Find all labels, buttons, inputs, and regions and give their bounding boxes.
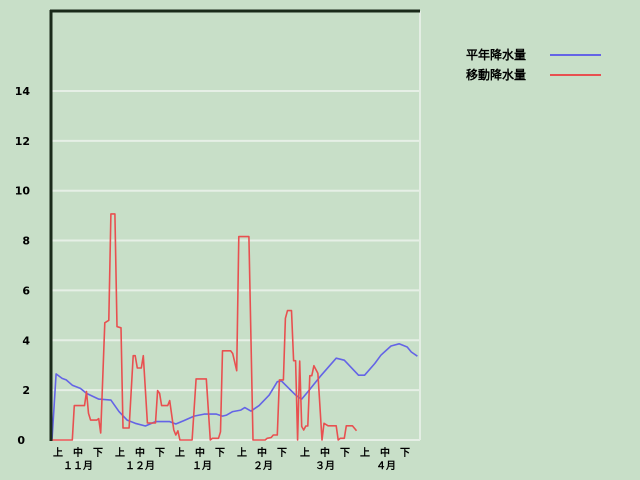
legend-label-normal: 平年降水量 (466, 47, 526, 62)
x-dekad-label: 下 (277, 447, 287, 459)
y-tick-label: 0 (17, 434, 25, 447)
x-dekad-label: 下 (340, 447, 350, 459)
legend-label-moving: 移動降水量 (466, 67, 526, 82)
x-month-label: ２月 (253, 460, 273, 472)
x-dekad-label: 上 (53, 446, 63, 459)
x-dekad-label: 上 (175, 446, 185, 459)
x-dekad-label: 中 (320, 446, 330, 459)
series-line-normal (51, 342, 418, 441)
x-dekad-label: 中 (135, 446, 145, 459)
x-dekad-label: 中 (380, 446, 390, 459)
x-dekad-label: 下 (155, 447, 165, 459)
x-dekad-label: 中 (195, 446, 205, 459)
x-month-label: １２月 (125, 460, 155, 472)
x-axis-ticks: 上中下上中下上中下上中下上中下上中下１１月 １２月 １月 ２月 ３月 ４月 (53, 446, 410, 472)
x-dekad-label: 下 (215, 447, 225, 459)
y-tick-label: 2 (22, 384, 30, 397)
x-dekad-label: 上 (360, 446, 370, 459)
x-dekad-label: 上 (300, 446, 310, 459)
y-tick-label: 4 (22, 334, 30, 347)
x-dekad-label: 中 (257, 446, 267, 459)
y-tick-label: 14 (15, 85, 31, 98)
y-tick-label: 6 (22, 284, 30, 297)
gridlines (52, 89, 420, 441)
x-dekad-label: 上 (237, 446, 247, 459)
x-month-label: １１月 (63, 460, 93, 472)
x-month-label: １月 (192, 460, 212, 472)
x-month-label: ４月 (376, 460, 396, 472)
y-tick-label: 8 (22, 235, 30, 248)
y-tick-label: 12 (15, 135, 30, 148)
y-axis-ticks: 2 4 6 8 10 12 14 0 (15, 85, 31, 447)
x-dekad-label: 下 (93, 447, 103, 459)
legend: 平年降水量 移動降水量 (466, 47, 601, 82)
series-lines (51, 213, 418, 441)
x-month-label: ３月 (315, 460, 335, 472)
y-tick-label: 10 (15, 185, 31, 198)
x-dekad-label: 下 (400, 447, 410, 459)
series-line-moving (52, 213, 358, 441)
x-dekad-label: 上 (115, 446, 125, 459)
x-dekad-label: 中 (73, 446, 83, 459)
